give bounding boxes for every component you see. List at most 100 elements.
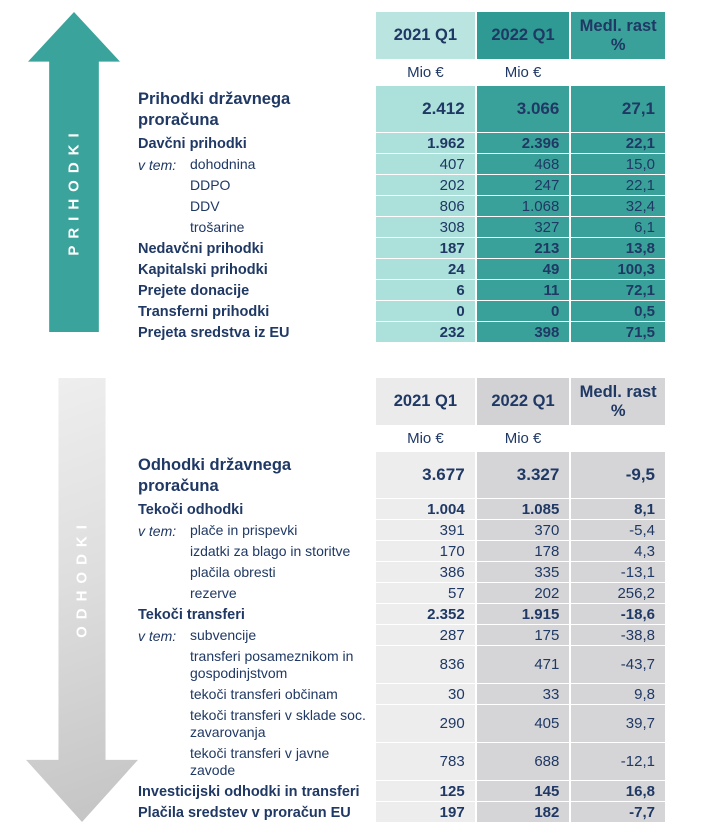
value-growth-pct: 39,7 — [571, 705, 665, 743]
row-label-cell: izdatki za blago in storitve — [138, 541, 374, 562]
value-growth-pct: -18,6 — [571, 604, 665, 625]
revenues-unit-row: Mio € Mio € — [138, 60, 666, 86]
v-tem-prefix-label: v tem: — [138, 627, 177, 644]
value-2022-q1: 3.066 — [476, 86, 570, 133]
value-growth-pct: 256,2 — [571, 583, 665, 604]
value-2021-q1: 386 — [376, 562, 475, 583]
table-row: Prejeta sredstva iz EU 232 398 71,5 — [138, 322, 665, 343]
revenues-arrow-label: PRIHODKI — [65, 126, 83, 256]
value-2021-q1: 391 — [376, 520, 475, 541]
table-row: Prihodki državnega proračuna 2.412 3.066 27… — [138, 86, 665, 133]
row-label: tekoči transferi v sklade soc. zavarovan… — [190, 707, 366, 740]
v-tem-prefix-label: v tem: — [138, 156, 177, 173]
value-2022-q1: 335 — [476, 562, 570, 583]
value-2022-q1: 49 — [476, 259, 570, 280]
value-2021-q1: 3.677 — [376, 452, 475, 499]
table-row: Prejete donacije 6 11 72,1 — [138, 280, 665, 301]
row-label-cell: DDV — [138, 196, 374, 217]
column-header-2022-q1: 2022 Q1 — [476, 12, 570, 60]
value-2022-q1: 405 — [476, 705, 570, 743]
value-2021-q1: 783 — [376, 743, 475, 781]
table-row: Tekoči transferi 2.352 1.915 -18,6 — [138, 604, 665, 625]
row-label: Tekoči odhodki — [138, 501, 244, 518]
value-growth-pct: -43,7 — [571, 646, 665, 684]
table-row: plačila obresti 386 335 -13,1 — [138, 562, 665, 583]
unit-spacer — [138, 426, 374, 452]
row-label: plače in prispevki — [190, 522, 298, 538]
value-2022-q1: 471 — [476, 646, 570, 684]
header-spacer — [138, 378, 374, 426]
row-label-cell: Tekoči transferi — [138, 604, 374, 625]
table-row: Nedavčni prihodki 187 213 13,8 — [138, 238, 665, 259]
value-2022-q1: 33 — [476, 684, 570, 705]
table-row: v tem: subvencije 287 175 -38,8 — [138, 625, 665, 646]
value-2021-q1: 407 — [376, 154, 475, 175]
expenditures-down-arrow-icon: ODHODKI — [26, 378, 138, 822]
table-row: tekoči transferi občinam 30 33 9,8 — [138, 684, 665, 705]
value-growth-pct: -9,5 — [571, 452, 665, 499]
value-2022-q1: 1.068 — [476, 196, 570, 217]
value-growth-pct: -5,4 — [571, 520, 665, 541]
row-label-cell: Prejeta sredstva iz EU — [138, 322, 374, 343]
expenditures-arrow-label: ODHODKI — [73, 517, 91, 638]
row-label: Transferni prihodki — [138, 303, 270, 320]
value-growth-pct: -12,1 — [571, 743, 665, 781]
row-label-cell: v tem: dohodnina — [138, 154, 374, 175]
row-label-cell: Prejete donacije — [138, 280, 374, 301]
value-growth-pct: 71,5 — [571, 322, 665, 343]
row-label: rezerve — [190, 585, 237, 601]
revenues-header-row: 2021 Q1 2022 Q1 Medl. rast % — [138, 12, 665, 60]
value-growth-pct: 4,3 — [571, 541, 665, 562]
table-row: transferi posameznikom in gospodinjstvom… — [138, 646, 665, 684]
row-label-cell: tekoči transferi v javne zavode — [138, 743, 374, 781]
column-header-2021-q1: 2021 Q1 — [376, 12, 475, 60]
row-label-cell: Kapitalski prihodki — [138, 259, 374, 280]
value-2022-q1: 202 — [476, 583, 570, 604]
row-label-cell: Investicijski odhodki in transferi — [138, 781, 374, 802]
row-label-cell: tekoči transferi v sklade soc. zavarovan… — [138, 705, 374, 743]
header-spacer — [138, 12, 374, 60]
row-label: Tekoči transferi — [138, 606, 245, 623]
value-2021-q1: 290 — [376, 705, 475, 743]
value-2022-q1: 2.396 — [476, 133, 570, 154]
value-2021-q1: 125 — [376, 781, 475, 802]
value-2022-q1: 145 — [476, 781, 570, 802]
v-tem-prefix-label: v tem: — [138, 522, 177, 539]
table-row: DDPO 202 247 22,1 — [138, 175, 665, 196]
value-growth-pct: -38,8 — [571, 625, 665, 646]
unit-label-2022: Mio € — [476, 426, 570, 452]
value-2022-q1: 175 — [476, 625, 570, 646]
value-growth-pct: 8,1 — [571, 499, 665, 520]
value-2021-q1: 6 — [376, 280, 475, 301]
table-row: Odhodki državnega proračuna 3.677 3.327 -9,… — [138, 452, 665, 499]
row-label: subvencije — [190, 627, 257, 643]
row-label-cell: tekoči transferi občinam — [138, 684, 374, 705]
value-2022-q1: 1.085 — [476, 499, 570, 520]
row-label: Odhodki državnega proračuna — [138, 455, 292, 495]
table-row: trošarine 308 327 6,1 — [138, 217, 665, 238]
row-label-cell: DDPO — [138, 175, 374, 196]
table-row: rezerve 57 202 256,2 — [138, 583, 665, 604]
value-2022-q1: 0 — [476, 301, 570, 322]
value-growth-pct: 27,1 — [571, 86, 665, 133]
value-2022-q1: 370 — [476, 520, 570, 541]
row-label-cell: Plačila sredstev v proračun EU — [138, 802, 374, 823]
row-label: Investicijski odhodki in transferi — [138, 783, 360, 800]
unit-label-2021: Mio € — [376, 426, 475, 452]
row-label: Prihodki državnega proračuna — [138, 89, 291, 129]
unit-empty-cell — [571, 60, 666, 86]
value-2022-q1: 213 — [476, 238, 570, 259]
row-label-cell: rezerve — [138, 583, 374, 604]
value-growth-pct: -13,1 — [571, 562, 665, 583]
row-label-cell: v tem: subvencije — [138, 625, 374, 646]
value-2021-q1: 1.004 — [376, 499, 475, 520]
value-2021-q1: 836 — [376, 646, 475, 684]
value-2021-q1: 806 — [376, 196, 475, 217]
value-growth-pct: 6,1 — [571, 217, 665, 238]
table-row: Kapitalski prihodki 24 49 100,3 — [138, 259, 665, 280]
value-2022-q1: 327 — [476, 217, 570, 238]
unit-label-2021: Mio € — [376, 60, 475, 86]
value-2021-q1: 187 — [376, 238, 475, 259]
table-row: Tekoči odhodki 1.004 1.085 8,1 — [138, 499, 665, 520]
row-label-cell: Davčni prihodki — [138, 133, 374, 154]
